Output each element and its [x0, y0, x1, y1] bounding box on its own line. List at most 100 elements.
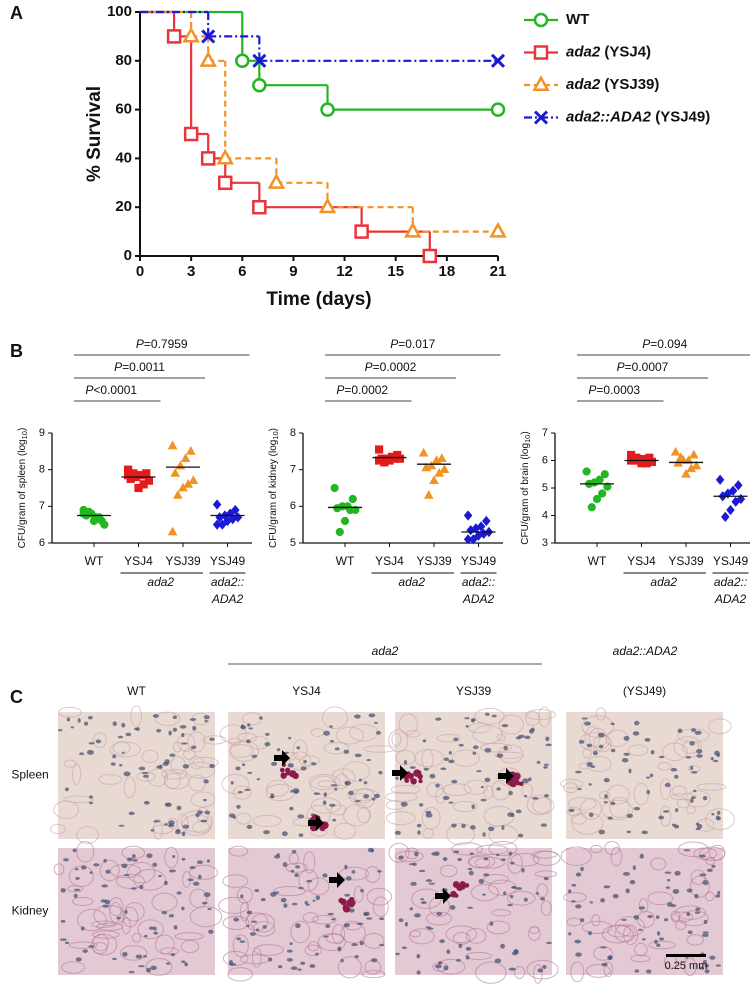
tissue: [123, 776, 136, 799]
tissue: [567, 796, 597, 811]
nucleus: [327, 912, 335, 916]
nucleus: [259, 716, 263, 720]
fungus: [418, 778, 423, 784]
marker: [404, 221, 422, 238]
tissue: [364, 866, 381, 883]
group-label: ada2::: [211, 575, 244, 589]
nucleus: [135, 954, 143, 959]
tissue: [251, 947, 262, 968]
tissue: [480, 742, 512, 753]
nucleus: [60, 888, 66, 893]
tissue: [174, 932, 204, 941]
group-label: ada2::: [462, 575, 495, 589]
nucleus: [603, 885, 611, 889]
nucleus: [121, 863, 128, 869]
tissue: [180, 810, 214, 833]
nucleus: [658, 937, 665, 941]
column-label: YSJ39: [456, 684, 492, 698]
marker: [335, 527, 344, 537]
tissue: [395, 749, 416, 766]
nucleus: [240, 724, 245, 729]
nucleus: [581, 717, 588, 720]
nucleus: [196, 860, 203, 865]
tissue: [185, 761, 216, 779]
nucleus: [476, 770, 482, 773]
tissue: [391, 732, 402, 747]
tissue: [222, 950, 249, 966]
nucleus: [282, 862, 288, 868]
nucleus: [503, 891, 507, 896]
nucleus: [410, 881, 417, 886]
tissue: [526, 959, 559, 980]
nucleus: [164, 759, 170, 765]
tissue: [330, 804, 347, 816]
p-value: P=0.017: [390, 337, 435, 351]
nucleus: [263, 830, 270, 835]
marker: [175, 460, 186, 470]
nucleus: [354, 714, 361, 719]
nucleus: [690, 765, 694, 771]
fungus: [403, 774, 409, 781]
nucleus: [664, 918, 669, 922]
fungus: [417, 773, 423, 780]
x-tick-label: YSJ4: [375, 554, 404, 568]
nucleus: [626, 830, 632, 834]
nucleus: [543, 876, 549, 881]
tissue: [285, 862, 308, 873]
marker: [715, 474, 725, 485]
tissue: [153, 818, 163, 840]
nucleus: [348, 790, 354, 796]
group-label: ADA2: [462, 592, 495, 606]
nucleus: [239, 940, 246, 943]
nucleus: [404, 921, 408, 927]
y-axis-label: CFU/gram of spleen (log10): [17, 428, 29, 549]
tissue: [451, 842, 483, 856]
marker: [170, 467, 181, 477]
tissue: [133, 868, 167, 891]
marker: [201, 29, 216, 44]
tissue: [510, 852, 540, 867]
cfu-charts: 6 7 8 9 CFU/gram of spleen (log10) WT YSJ4 YSJ3…: [17, 337, 750, 606]
nucleus: [508, 790, 513, 796]
nucleus: [119, 763, 123, 767]
nucleus: [461, 823, 466, 828]
nucleus: [88, 795, 93, 799]
nucleus: [298, 833, 304, 837]
tissue: [570, 813, 587, 825]
nucleus: [235, 766, 241, 771]
tissue: [343, 804, 371, 827]
nucleus: [117, 735, 124, 739]
nucleus: [511, 812, 515, 818]
nucleus: [323, 792, 327, 798]
p-value: P=0.0003: [588, 383, 640, 397]
nucleus: [172, 854, 176, 858]
nucleus: [623, 735, 630, 741]
tissue: [180, 939, 200, 954]
arrow: [498, 768, 514, 784]
nucleus: [702, 880, 709, 886]
tissue: [163, 772, 190, 790]
tissue: [566, 917, 582, 927]
nucleus: [310, 762, 317, 766]
tissue: [76, 826, 99, 844]
marker: [375, 456, 384, 465]
nucleus: [435, 964, 442, 969]
nucleus: [414, 913, 421, 918]
nucleus: [568, 889, 572, 894]
marker: [216, 148, 234, 165]
y-tick-label: 6: [290, 500, 296, 512]
nucleus: [629, 879, 636, 885]
tissue: [233, 785, 252, 800]
nucleus: [287, 763, 294, 768]
histology-image: [395, 848, 552, 975]
tissue: [531, 850, 558, 859]
nucleus: [228, 813, 236, 818]
tissue: [507, 852, 523, 874]
group-label: ADA2: [211, 592, 244, 606]
nucleus: [667, 902, 673, 907]
nucleus: [277, 965, 283, 969]
row-label: Kidney: [12, 904, 49, 918]
nucleus: [181, 906, 185, 911]
x-tick-label: YSJ49: [210, 554, 246, 568]
